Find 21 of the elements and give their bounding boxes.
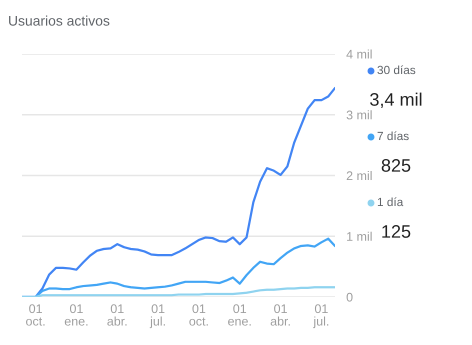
y-tick-label: 3 mil — [346, 110, 372, 120]
chart-title: Usuarios activos — [9, 16, 110, 26]
x-tick-label: 01 oct. — [189, 304, 208, 326]
legend-label: 30 días — [377, 65, 416, 74]
x-tick-label: 01 oct. — [26, 304, 45, 326]
x-tick-label: 01 ene. — [228, 304, 251, 326]
x-tick-label: 01 jul. — [150, 304, 165, 328]
x-tick-label: 01 abr. — [270, 304, 290, 326]
y-tick-label: 4 mil — [346, 49, 372, 59]
text: 825 — [382, 159, 410, 172]
x-tick-label: 01 jul. — [313, 304, 328, 328]
line-series — [22, 286, 335, 297]
legend-label: 1 día — [378, 197, 404, 206]
text: 3,4 mil — [370, 92, 422, 108]
x-tick-label: 01 ene. — [64, 304, 88, 326]
y-tick-label: 1 mil — [347, 232, 372, 241]
x-tick-label: 01 abr. — [107, 304, 127, 326]
legend-label: 7 días — [378, 131, 409, 140]
text: 125 — [382, 225, 410, 238]
y-tick-label: 2 mil — [346, 170, 372, 180]
y-tick-label: 0 — [346, 292, 353, 302]
